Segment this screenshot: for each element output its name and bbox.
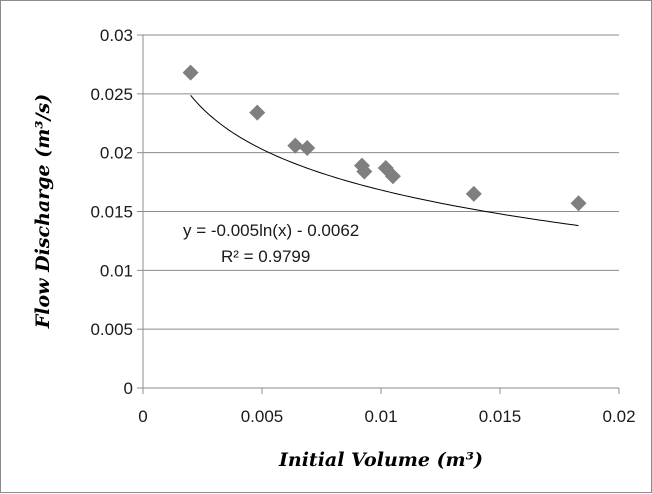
data-point: [182, 64, 199, 81]
data-point: [299, 139, 316, 156]
x-tick-label: 0.02: [602, 407, 635, 426]
x-tick-label: 0: [138, 407, 147, 426]
data-point: [287, 137, 304, 154]
y-tick-label: 0.015: [90, 203, 133, 222]
y-tick-label: 0.005: [90, 320, 133, 339]
data-point: [356, 163, 373, 180]
y-tick-label: 0: [124, 379, 133, 398]
x-tick-label: 0.005: [241, 407, 284, 426]
trendline: [190, 95, 579, 227]
r-squared-label: R² = 0.9799: [221, 247, 310, 266]
y-tick-label: 0.025: [90, 85, 133, 104]
data-point: [570, 195, 587, 212]
data-points: [182, 64, 587, 212]
data-point: [249, 104, 266, 121]
x-tick-label: 0.015: [479, 407, 522, 426]
data-point: [465, 185, 482, 202]
trendline-equation: y = -0.005ln(x) - 0.0062: [183, 221, 359, 240]
y-tick-label: 0.02: [100, 144, 133, 163]
y-axis-title: Flow Discharge (m³/s): [32, 94, 54, 329]
gridlines: [143, 34, 619, 330]
tick-labels: 0 0.005 0.01 0.015 0.02 0.025 0.03 0 0.005 0.01 0.…: [90, 26, 635, 426]
data-point: [384, 168, 401, 185]
x-tick-label: 0.01: [364, 407, 397, 426]
axes: [137, 34, 620, 394]
x-axis-title: Initial Volume (m³): [278, 449, 483, 471]
y-tick-label: 0.01: [100, 261, 133, 280]
y-tick-label: 0.03: [100, 26, 133, 45]
trendline-layer: [190, 95, 579, 227]
